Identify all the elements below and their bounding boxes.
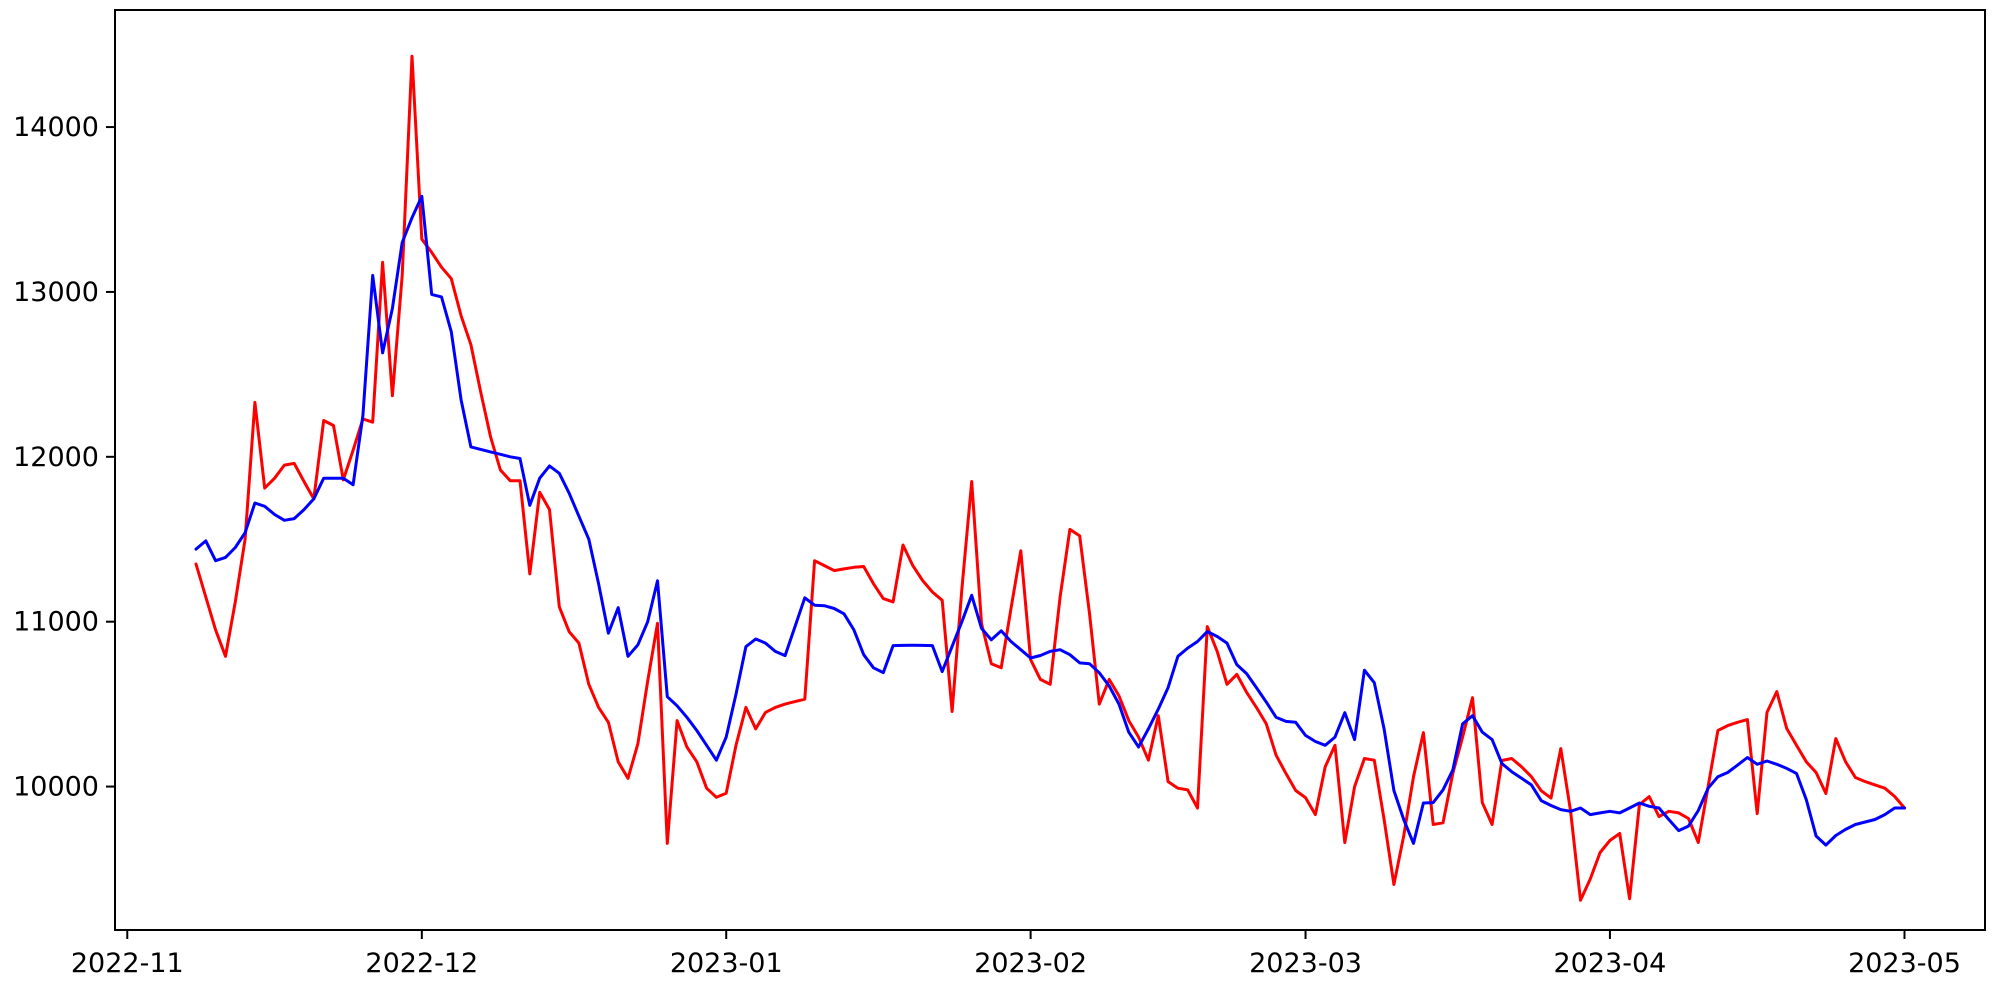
x-tick-label: 2022-12 — [365, 948, 478, 979]
x-tick-label: 2023-05 — [1848, 948, 1961, 979]
x-tick-label: 2022-11 — [71, 948, 184, 979]
y-tick-label: 11000 — [13, 607, 99, 638]
x-tick-label: 2023-01 — [670, 948, 783, 979]
x-tick-label: 2023-03 — [1249, 948, 1362, 979]
y-tick-label: 13000 — [13, 277, 99, 308]
y-tick-label: 14000 — [13, 112, 99, 143]
blue-series-line — [194, 194, 1906, 847]
y-tick-label: 12000 — [13, 442, 99, 473]
x-tick-label: 2023-02 — [974, 948, 1087, 979]
y-tick-label: 10000 — [13, 772, 99, 803]
red-series-line — [194, 54, 1906, 902]
plot-spines — [114, 9, 1986, 931]
x-tick-label: 2023-04 — [1554, 948, 1667, 979]
